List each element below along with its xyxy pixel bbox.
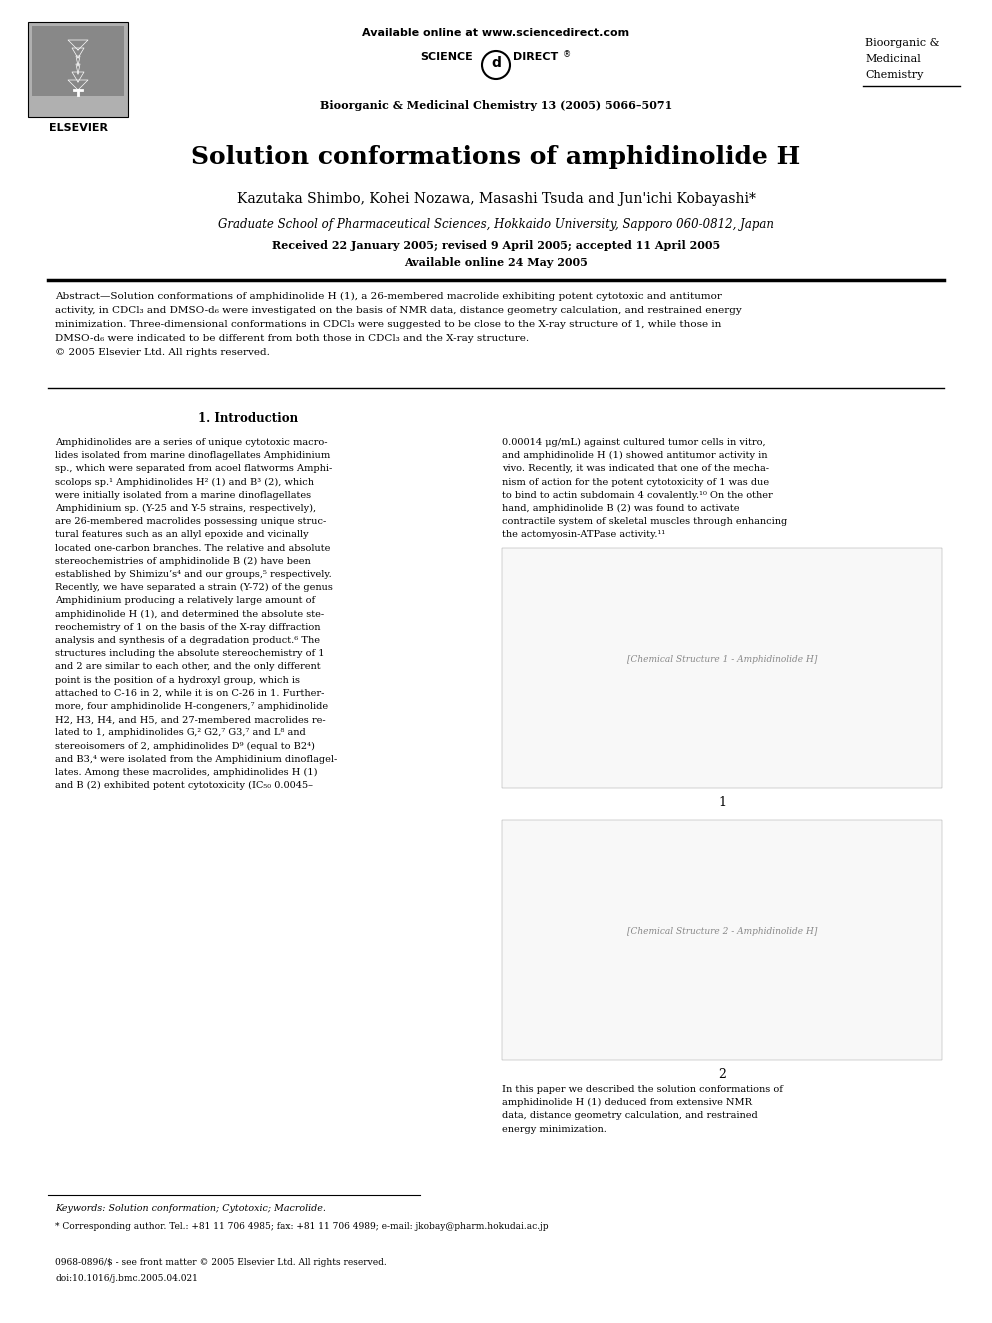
Text: lated to 1, amphidinolides G,² G2,⁷ G3,⁷ and L⁸ and: lated to 1, amphidinolides G,² G2,⁷ G3,⁷… xyxy=(55,729,306,737)
Text: and 2 are similar to each other, and the only different: and 2 are similar to each other, and the… xyxy=(55,663,320,671)
Text: stereochemistries of amphidinolide B (2) have been: stereochemistries of amphidinolide B (2)… xyxy=(55,557,310,566)
Text: hand, amphidinolide B (2) was found to activate: hand, amphidinolide B (2) was found to a… xyxy=(502,504,739,513)
Text: ELSEVIER: ELSEVIER xyxy=(49,123,107,134)
Text: contractile system of skeletal muscles through enhancing: contractile system of skeletal muscles t… xyxy=(502,517,788,527)
Text: Kazutaka Shimbo, Kohei Nozawa, Masashi Tsuda and Jun'ichi Kobayashi*: Kazutaka Shimbo, Kohei Nozawa, Masashi T… xyxy=(236,192,756,206)
Text: Available online 24 May 2005: Available online 24 May 2005 xyxy=(404,257,588,269)
Text: Recently, we have separated a strain (Y-72) of the genus: Recently, we have separated a strain (Y-… xyxy=(55,583,333,593)
Text: Chemistry: Chemistry xyxy=(865,70,924,79)
Text: lides isolated from marine dinoflagellates Amphidinium: lides isolated from marine dinoflagellat… xyxy=(55,451,330,460)
Text: energy minimization.: energy minimization. xyxy=(502,1125,607,1134)
Text: Available online at www.sciencedirect.com: Available online at www.sciencedirect.co… xyxy=(362,28,630,38)
Text: to bind to actin subdomain 4 covalently.¹⁰ On the other: to bind to actin subdomain 4 covalently.… xyxy=(502,491,773,500)
Text: nism of action for the potent cytotoxicity of 1 was due: nism of action for the potent cytotoxici… xyxy=(502,478,769,487)
Text: © 2005 Elsevier Ltd. All rights reserved.: © 2005 Elsevier Ltd. All rights reserved… xyxy=(55,348,270,357)
Text: attached to C-16 in 2, while it is on C-26 in 1. Further-: attached to C-16 in 2, while it is on C-… xyxy=(55,689,324,697)
Text: SCIENCE: SCIENCE xyxy=(420,52,473,62)
Text: Keywords: Solution conformation; Cytotoxic; Macrolide.: Keywords: Solution conformation; Cytotox… xyxy=(55,1204,326,1213)
Text: Amphidinium producing a relatively large amount of: Amphidinium producing a relatively large… xyxy=(55,597,315,606)
Text: are 26-membered macrolides possessing unique struc-: are 26-membered macrolides possessing un… xyxy=(55,517,326,527)
Text: [Chemical Structure 1 - Amphidinolide H]: [Chemical Structure 1 - Amphidinolide H] xyxy=(627,655,817,664)
Text: 0.00014 μg/mL) against cultured tumor cells in vitro,: 0.00014 μg/mL) against cultured tumor ce… xyxy=(502,438,766,447)
Text: doi:10.1016/j.bmc.2005.04.021: doi:10.1016/j.bmc.2005.04.021 xyxy=(55,1274,197,1283)
Text: DIRECT: DIRECT xyxy=(513,52,558,62)
Text: minimization. Three-dimensional conformations in CDCl₃ were suggested to be clos: minimization. Three-dimensional conforma… xyxy=(55,320,721,329)
Text: tural features such as an allyl epoxide and vicinally: tural features such as an allyl epoxide … xyxy=(55,531,309,540)
Text: d: d xyxy=(491,56,501,70)
Text: the actomyosin-ATPase activity.¹¹: the actomyosin-ATPase activity.¹¹ xyxy=(502,531,666,540)
Text: Amphidinolides are a series of unique cytotoxic macro-: Amphidinolides are a series of unique cy… xyxy=(55,438,327,447)
Text: were initially isolated from a marine dinoflagellates: were initially isolated from a marine di… xyxy=(55,491,311,500)
Text: structures including the absolute stereochemistry of 1: structures including the absolute stereo… xyxy=(55,650,324,659)
Text: Received 22 January 2005; revised 9 April 2005; accepted 11 April 2005: Received 22 January 2005; revised 9 Apri… xyxy=(272,239,720,251)
Text: Bioorganic &: Bioorganic & xyxy=(865,38,939,48)
Text: ®: ® xyxy=(563,50,571,60)
Text: analysis and synthesis of a degradation product.⁶ The: analysis and synthesis of a degradation … xyxy=(55,636,320,646)
Text: sp., which were separated from acoel flatworms Amphi-: sp., which were separated from acoel fla… xyxy=(55,464,332,474)
Text: stereoisomers of 2, amphidinolides D⁹ (equal to B2⁴): stereoisomers of 2, amphidinolides D⁹ (e… xyxy=(55,742,314,750)
Text: Amphidinium sp. (Y-25 and Y-5 strains, respectively),: Amphidinium sp. (Y-25 and Y-5 strains, r… xyxy=(55,504,316,513)
Text: H2, H3, H4, and H5, and 27-membered macrolides re-: H2, H3, H4, and H5, and 27-membered macr… xyxy=(55,716,325,724)
Text: located one-carbon branches. The relative and absolute: located one-carbon branches. The relativ… xyxy=(55,544,330,553)
Text: Graduate School of Pharmaceutical Sciences, Hokkaido University, Sapporo 060-081: Graduate School of Pharmaceutical Scienc… xyxy=(218,218,774,232)
Text: more, four amphidinolide H-congeners,⁷ amphidinolide: more, four amphidinolide H-congeners,⁷ a… xyxy=(55,703,328,710)
Text: point is the position of a hydroxyl group, which is: point is the position of a hydroxyl grou… xyxy=(55,676,300,684)
Bar xyxy=(32,26,124,97)
Text: * Corresponding author. Tel.: +81 11 706 4985; fax: +81 11 706 4989; e-mail: jko: * Corresponding author. Tel.: +81 11 706… xyxy=(55,1222,549,1230)
Text: and B3,⁴ were isolated from the Amphidinium dinoflagel-: and B3,⁴ were isolated from the Amphidin… xyxy=(55,755,337,763)
Text: amphidinolide H (1) deduced from extensive NMR: amphidinolide H (1) deduced from extensi… xyxy=(502,1098,752,1107)
Bar xyxy=(502,820,942,1060)
Text: and B (2) exhibited potent cytotoxicity (IC₅₀ 0.0045–: and B (2) exhibited potent cytotoxicity … xyxy=(55,781,313,790)
Bar xyxy=(28,22,128,116)
Text: activity, in CDCl₃ and DMSO-d₆ were investigated on the basis of NMR data, dista: activity, in CDCl₃ and DMSO-d₆ were inve… xyxy=(55,306,742,315)
Text: Solution conformations of amphidinolide H: Solution conformations of amphidinolide … xyxy=(191,146,801,169)
Text: vivo. Recently, it was indicated that one of the mecha-: vivo. Recently, it was indicated that on… xyxy=(502,464,769,474)
Text: 2: 2 xyxy=(718,1068,726,1081)
Text: [Chemical Structure 2 - Amphidinolide H]: [Chemical Structure 2 - Amphidinolide H] xyxy=(627,927,817,937)
Text: data, distance geometry calculation, and restrained: data, distance geometry calculation, and… xyxy=(502,1111,758,1121)
Text: DMSO-d₆ were indicated to be different from both those in CDCl₃ and the X-ray st: DMSO-d₆ were indicated to be different f… xyxy=(55,333,529,343)
Text: 1: 1 xyxy=(718,796,726,808)
Text: established by Shimizu’s⁴ and our groups,⁵ respectively.: established by Shimizu’s⁴ and our groups… xyxy=(55,570,331,579)
Text: 1. Introduction: 1. Introduction xyxy=(198,411,298,425)
Bar xyxy=(502,548,942,789)
Text: amphidinolide H (1), and determined the absolute ste-: amphidinolide H (1), and determined the … xyxy=(55,610,324,619)
Text: scolops sp.¹ Amphidinolides H² (1) and B³ (2), which: scolops sp.¹ Amphidinolides H² (1) and B… xyxy=(55,478,314,487)
Text: reochemistry of 1 on the basis of the X-ray diffraction: reochemistry of 1 on the basis of the X-… xyxy=(55,623,320,632)
Text: Medicinal: Medicinal xyxy=(865,54,921,64)
Text: In this paper we described the solution conformations of: In this paper we described the solution … xyxy=(502,1085,783,1094)
Text: lates. Among these macrolides, amphidinolides H (1): lates. Among these macrolides, amphidino… xyxy=(55,767,317,777)
Text: Bioorganic & Medicinal Chemistry 13 (2005) 5066–5071: Bioorganic & Medicinal Chemistry 13 (200… xyxy=(319,101,673,111)
Text: and amphidinolide H (1) showed antitumor activity in: and amphidinolide H (1) showed antitumor… xyxy=(502,451,768,460)
Text: 0968-0896/$ - see front matter © 2005 Elsevier Ltd. All rights reserved.: 0968-0896/$ - see front matter © 2005 El… xyxy=(55,1258,387,1267)
Text: Abstract—Solution conformations of amphidinolide H (1), a 26-membered macrolide : Abstract—Solution conformations of amphi… xyxy=(55,292,722,302)
